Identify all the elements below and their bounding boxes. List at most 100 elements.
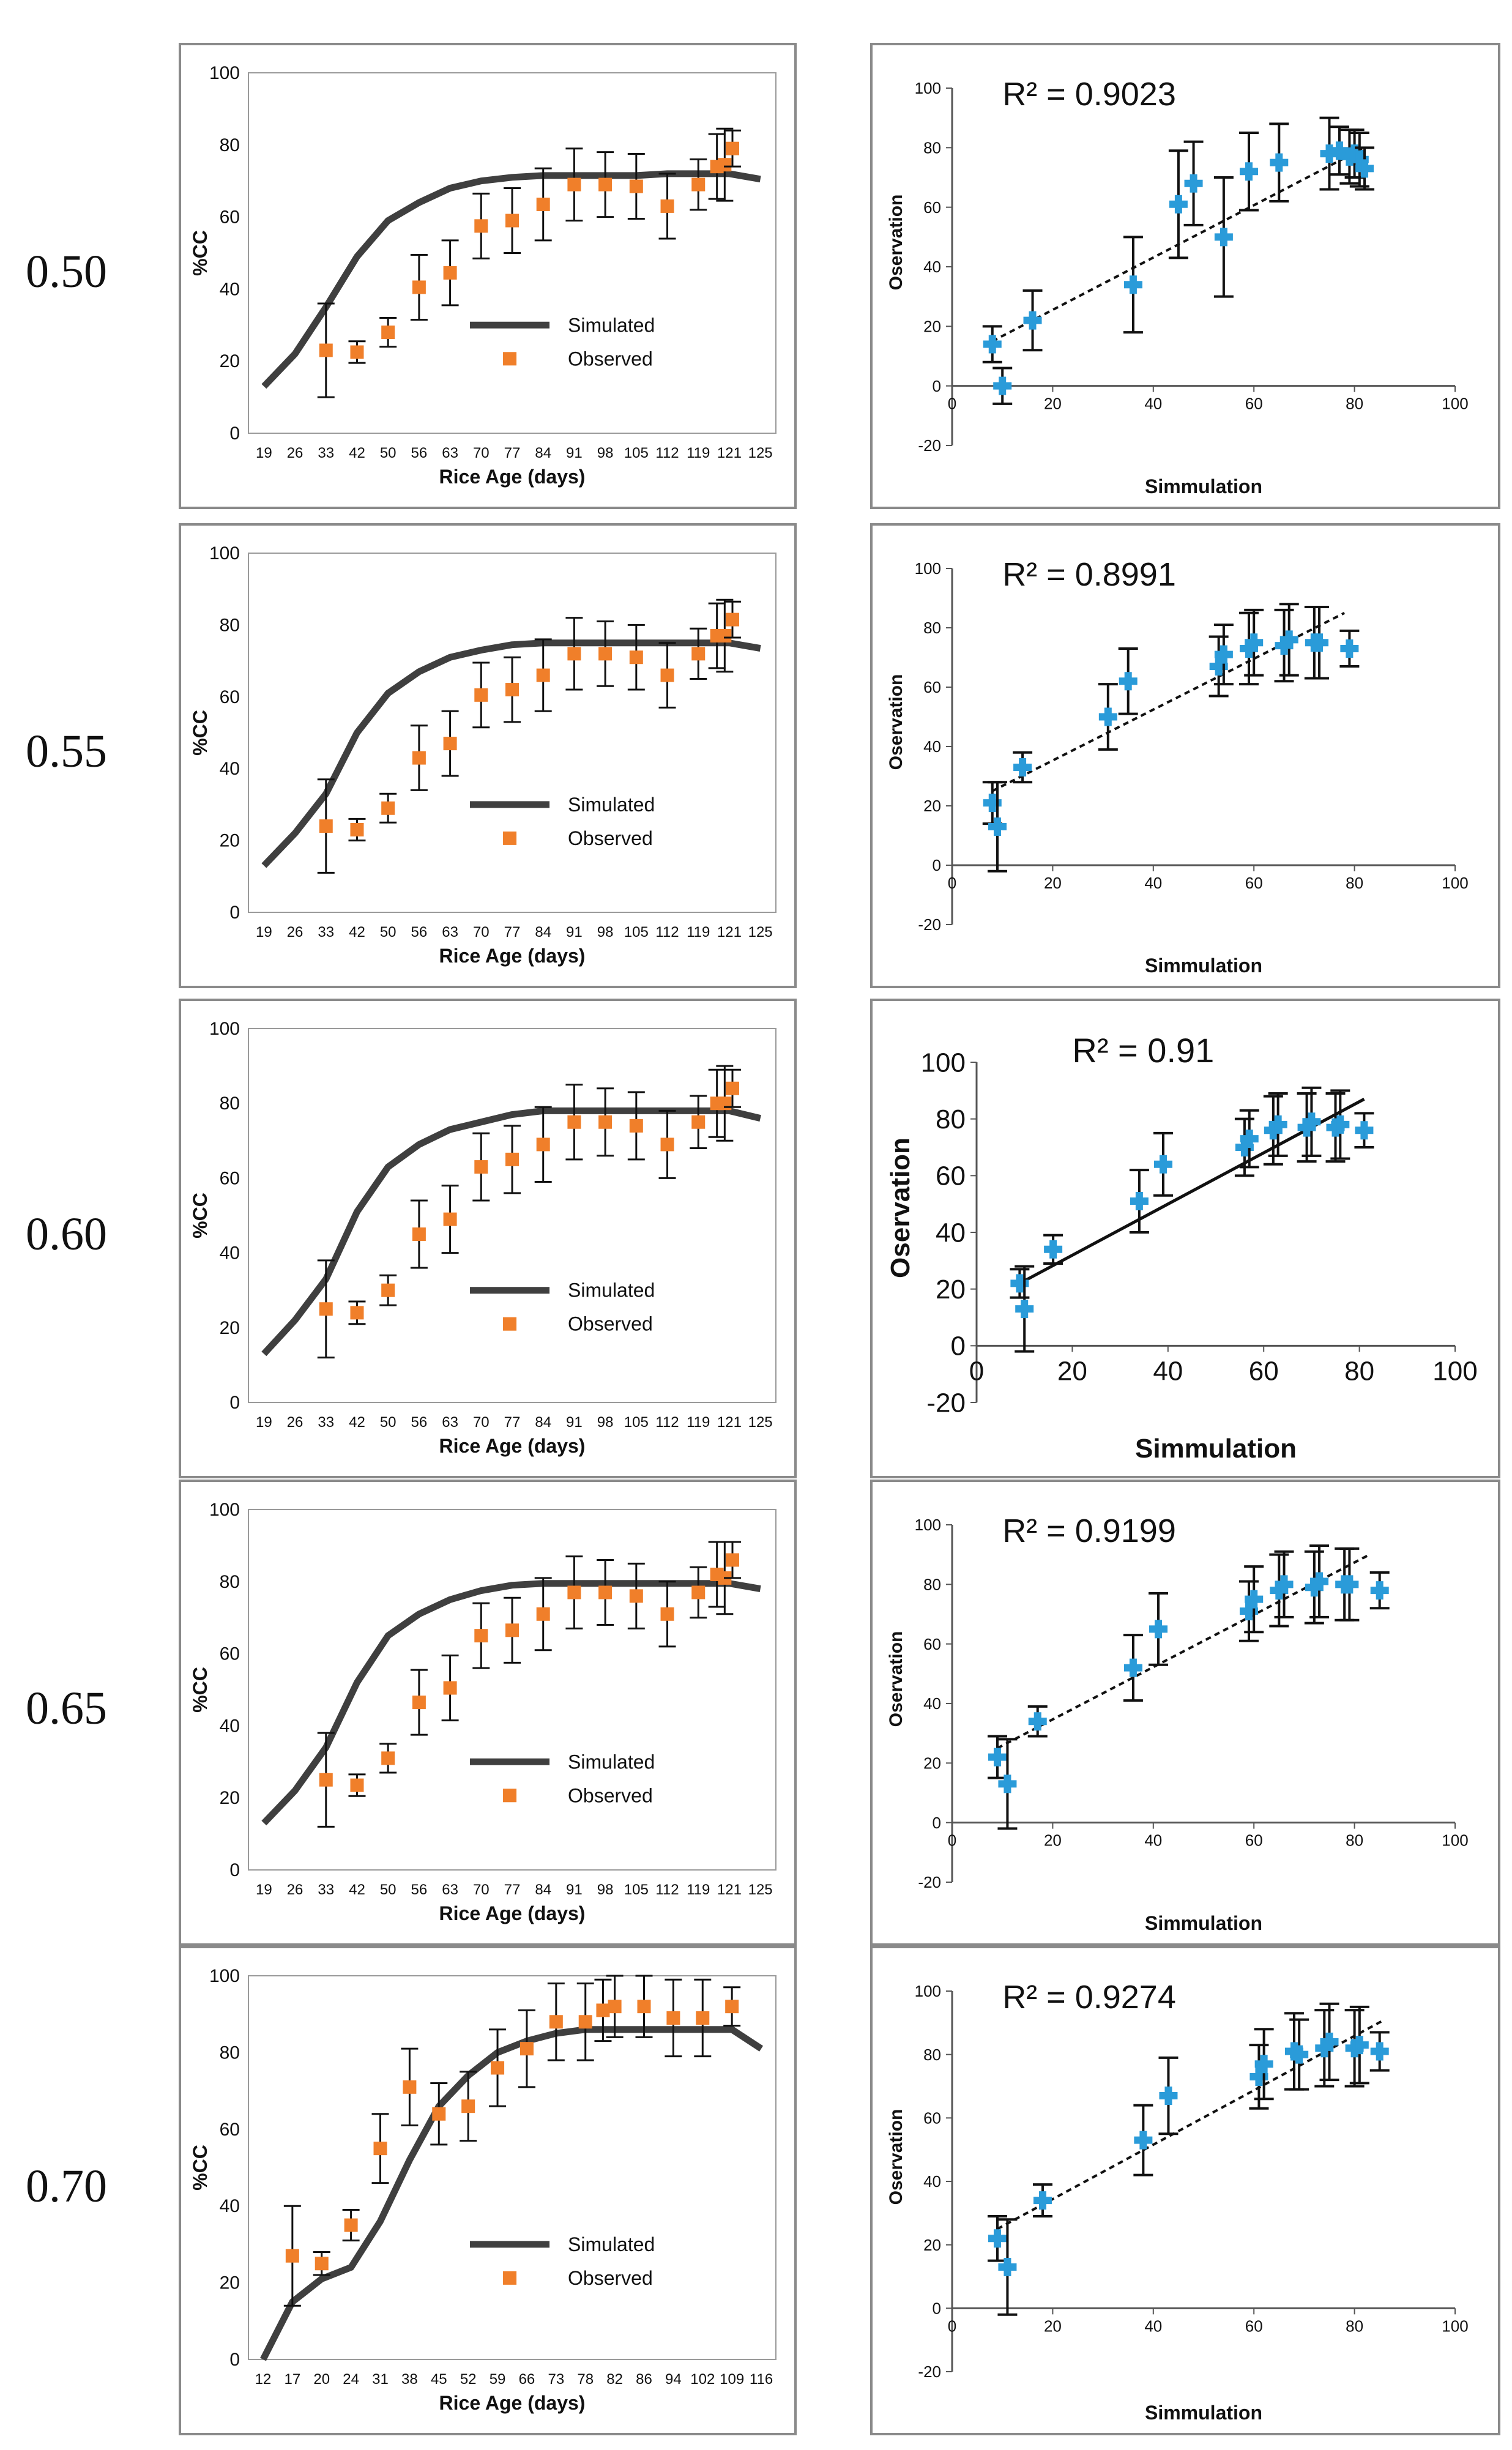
observed-marker [412, 1696, 426, 1710]
scatter-point [1123, 236, 1143, 334]
observed-point [534, 167, 552, 242]
x-tick-label: 19 [256, 924, 272, 940]
observed-marker [598, 177, 613, 192]
observed-marker [443, 266, 457, 280]
x-tick-label: 116 [750, 2371, 773, 2388]
observed-point [724, 600, 742, 639]
x-tick-label: 119 [687, 924, 710, 940]
x-tick-label: 73 [548, 2371, 564, 2388]
observed-marker [443, 737, 457, 751]
y-tick-label: 100 [915, 79, 941, 97]
legend-sim-label: Simulated [568, 1279, 655, 1301]
observed-marker [718, 1097, 732, 1111]
observed-marker [350, 345, 364, 359]
x-tick-label: 70 [473, 924, 490, 940]
legend-sim-label: Simulated [568, 1751, 655, 1773]
x-tick-label: 84 [535, 1414, 551, 1431]
y-tick-label: 20 [923, 797, 941, 815]
observed-marker [598, 1115, 613, 1129]
scatter-point [1309, 606, 1330, 680]
observed-point [317, 302, 335, 398]
y-tick-label: 100 [915, 559, 941, 578]
scatter-point [1339, 1547, 1360, 1622]
observed-marker [474, 1629, 488, 1643]
observed-marker [505, 214, 519, 228]
y-tick-label: 0 [933, 2299, 941, 2317]
x-tick-label: 112 [655, 924, 679, 940]
row-label: 0.50 [26, 246, 107, 297]
x-tick-label: 56 [411, 1414, 428, 1431]
plot-area [248, 1509, 776, 1871]
observed-marker [373, 2142, 387, 2156]
x-tick-label: 17 [284, 2371, 300, 2388]
observed-marker [549, 2015, 563, 2029]
observed-point [658, 1581, 676, 1648]
legend-sim-label: Simulated [568, 314, 655, 336]
observed-marker [567, 1115, 581, 1129]
y-tick-label: 40 [923, 2172, 941, 2191]
x-tick-label: 112 [655, 445, 679, 461]
observed-point [348, 340, 366, 364]
scatter-point [992, 367, 1013, 405]
observed-point [401, 2047, 419, 2127]
y-axis-title: %CC [189, 1667, 211, 1713]
observed-point [504, 656, 521, 723]
observed-marker [726, 612, 740, 627]
scatter-point [1129, 1169, 1149, 1234]
y-tick-label: 100 [209, 1500, 240, 1520]
observed-point [547, 1983, 565, 2061]
x-tick-label: 50 [380, 924, 397, 940]
y-tick-label: 20 [923, 1754, 941, 1772]
x-tick-label: 40 [1144, 874, 1162, 892]
legend: Simulated Observed [470, 1751, 655, 1806]
observed-marker [403, 2080, 417, 2094]
observed-marker [505, 1152, 519, 1166]
x-tick-label: 109 [720, 2371, 744, 2388]
x-tick-label: 125 [748, 445, 773, 461]
r-squared-label: R² = 0.9023 [1002, 76, 1176, 113]
x-tick-label: 119 [687, 1414, 710, 1431]
y-tick-label: 60 [923, 678, 941, 696]
x-tick-label: 80 [1346, 1831, 1363, 1850]
observed-point [565, 1555, 583, 1629]
legend-sim-label: Simulated [568, 2233, 655, 2255]
y-tick-label: 0 [933, 856, 941, 874]
x-tick-label: 100 [1442, 395, 1468, 413]
observed-point [410, 1199, 428, 1269]
observed-point [410, 253, 428, 321]
x-tick-label: 12 [255, 2371, 272, 2388]
y-tick-label: 80 [220, 2042, 240, 2063]
observed-marker [505, 683, 519, 697]
observed-point [441, 1185, 459, 1254]
x-tick-label: 0 [969, 1356, 984, 1386]
scatter-panel: -20 0 20 40 60 80 100 0 20 40 60 80 100 Simmulation Os… [870, 999, 1500, 1478]
x-tick-label: 50 [380, 445, 397, 461]
observed-point [627, 153, 645, 220]
x-tick-label: 0 [948, 1831, 956, 1850]
legend-obs-swatch [503, 2271, 517, 2285]
observed-marker [691, 1115, 706, 1129]
scatter-point [1123, 1634, 1143, 1702]
scatter-point [1010, 1268, 1030, 1299]
observed-point [724, 1541, 742, 1579]
observed-marker [567, 177, 581, 192]
observed-marker [567, 1585, 581, 1599]
y-axis-title: %CC [189, 710, 211, 756]
y-tick-label: 100 [209, 543, 240, 564]
x-tick-label: 100 [1442, 2317, 1468, 2335]
observed-point [410, 724, 428, 791]
observed-marker [474, 219, 488, 233]
y-tick-label: 100 [209, 1019, 240, 1039]
x-tick-label: 105 [624, 445, 649, 461]
observed-point [627, 624, 645, 691]
observed-marker [578, 2015, 592, 2029]
time-series-chart: 0 20 40 60 80 100 19 26 33 42 50 56 63 70 77 84 91 98 105 1… [189, 63, 776, 488]
x-axis-title: Simmulation [1145, 475, 1262, 497]
observed-marker [432, 2107, 446, 2121]
scatter-point [1330, 1089, 1350, 1160]
scatter-point [1269, 122, 1289, 203]
observed-marker [350, 1306, 364, 1320]
x-axis-title: Simmulation [1135, 1434, 1297, 1464]
plot-area [248, 553, 776, 913]
y-tick-label: 80 [220, 135, 240, 155]
